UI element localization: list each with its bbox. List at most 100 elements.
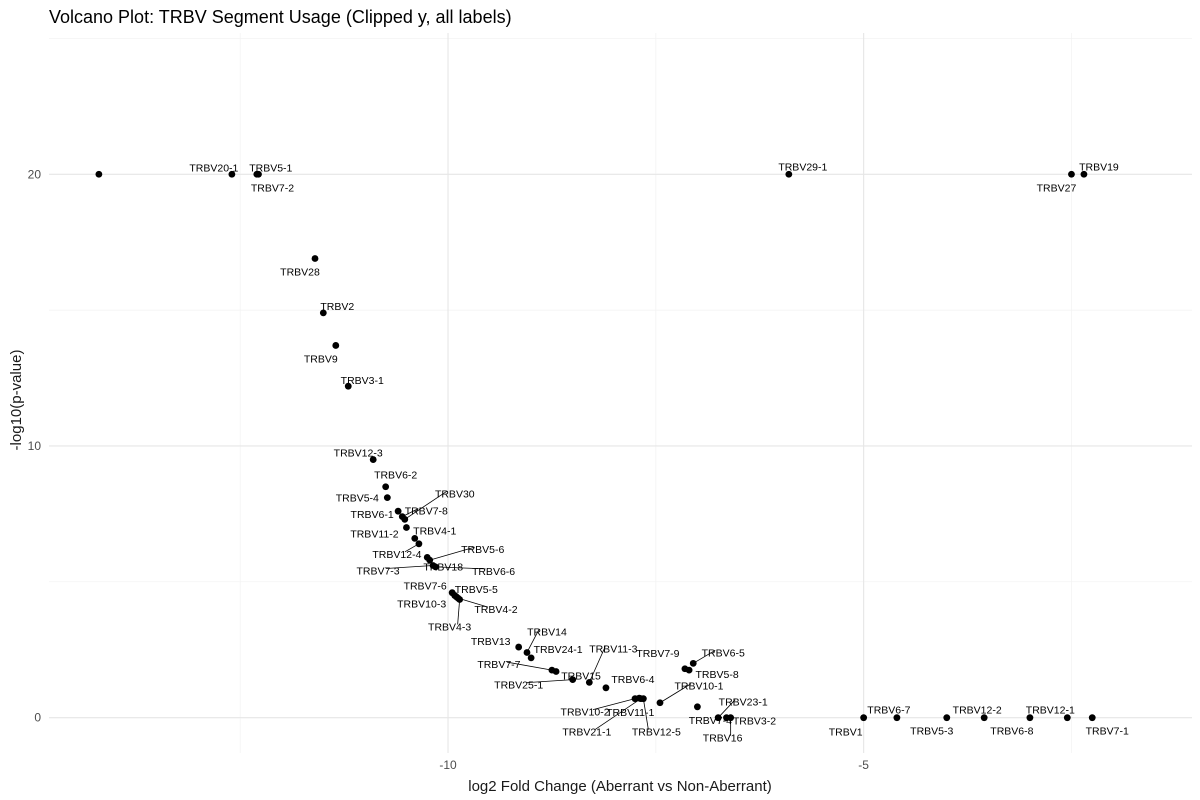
point-label: TRBV7-2 [251,182,294,194]
point-label: TRBV3-2 [733,716,776,728]
grid [49,33,1192,753]
data-point [411,534,419,542]
label-leader-line [404,491,448,520]
data-point [1026,714,1034,722]
label-leader-line [457,599,461,625]
point-label: TRBV11-3 [589,643,637,655]
point-label: TRBV12-5 [632,727,681,739]
point-label: TRBV21-1 [562,727,611,739]
label-leader-line [659,683,692,704]
point-label: TRBV15 [561,670,601,682]
data-point [1063,714,1071,722]
y-tick-label: 20 [28,167,42,181]
point-label: TRBV7-6 [404,581,447,593]
point-label: TRBV7-3 [356,566,399,578]
x-tick-label: -5 [858,758,869,772]
label-leader-line [693,649,716,664]
data-point [943,714,951,722]
point-label: TRBV19 [1079,161,1119,173]
label-leader-line [594,698,642,730]
point-label: TRBV12-4 [372,549,421,561]
label-leader-line [588,646,606,683]
data-point [785,170,793,178]
data-point [383,494,391,502]
y-tick-label: 10 [28,439,42,453]
x-tick-label: -10 [439,758,457,772]
data-point [602,684,610,692]
point-label: TRBV5-1 [249,162,292,174]
point-label: TRBV7-7 [477,659,520,671]
point-label: TRBV12-2 [953,705,1002,717]
data-point [1080,170,1088,178]
data-point [689,659,697,667]
point-label: TRBV4-2 [474,604,517,616]
label-leader-line [642,698,649,730]
point-label: TRBV30 [435,488,475,500]
point-label: TRBV11-2 [350,528,398,540]
label-leader-line [592,698,636,711]
data-point [382,483,390,491]
point-label: TRBV6-7 [867,705,910,717]
point-label: TRBV7-1 [1086,726,1129,738]
chart-title: Volcano Plot: TRBV Segment Usage (Clippe… [49,7,512,27]
point-label: TRBV29-1 [778,161,827,173]
data-point [860,714,868,722]
label-leader-line [526,629,540,653]
data-point [456,596,464,603]
data-point [228,170,236,178]
data-point [332,342,340,349]
data-point [319,309,327,317]
point-label: TRBV7-4 [689,715,732,727]
point-label: TRBV2 [320,301,354,313]
point-label: TRBV27 [1037,182,1077,194]
label-leader-line [435,566,486,570]
data-point [980,714,988,722]
label-leader-line [526,679,573,684]
x-axis-title: log2 Fold Change (Aberrant vs Non-Aberra… [468,778,772,795]
point-label: TRBV5-4 [336,493,379,505]
data-point [394,507,402,515]
point-label: TRBV9 [304,353,338,365]
label-leader-line [717,699,736,718]
point-label: TRBV10-3 [397,598,446,610]
point-label: TRBV1 [829,727,863,739]
data-point [656,699,664,707]
point-label: TRBV5-6 [461,544,504,556]
point-label: TRBV12-3 [334,448,383,460]
data-point [401,515,409,523]
point-label: TRBV10-2 [561,707,610,719]
point-label: TRBV23-1 [719,697,768,709]
point-label: TRBV14 [527,626,567,638]
point-label: TRBV12-1 [1026,705,1075,717]
data-point [432,563,439,571]
label-leader-line [506,661,552,671]
point-label: TRBV6-5 [702,647,745,659]
axis-ticks: -10 -5 0 10 20 [28,167,870,772]
data-point [527,654,535,662]
data-point [369,456,377,463]
data-point [552,668,560,675]
data-point [426,556,434,564]
data-points [95,170,1096,722]
data-point [714,714,722,722]
point-label: TRBV5-8 [695,669,738,681]
point-label: TRBV11-1 [606,707,654,719]
point-label: TRBV6-2 [374,470,417,482]
data-point [893,714,901,722]
point-label: TRBV24-1 [534,644,583,656]
label-leader-line [386,565,434,569]
point-label: TRBV4-1 [413,525,456,537]
point-label: TRBV5-5 [455,584,498,596]
point-label: TRBV28 [280,267,320,279]
data-point [727,714,735,722]
point-labels: TRBV20-1 TRBV5-1TRBV7-2TRBV28TRBV2TRBV9TR… [189,161,1129,744]
point-label: TRBV16 [703,733,743,745]
data-point [585,678,593,686]
y-tick-label: 0 [34,711,41,725]
data-point [403,524,410,531]
data-point [569,676,577,684]
point-label: TRBV13 [471,636,511,648]
data-point [255,170,262,178]
data-point [311,255,319,262]
